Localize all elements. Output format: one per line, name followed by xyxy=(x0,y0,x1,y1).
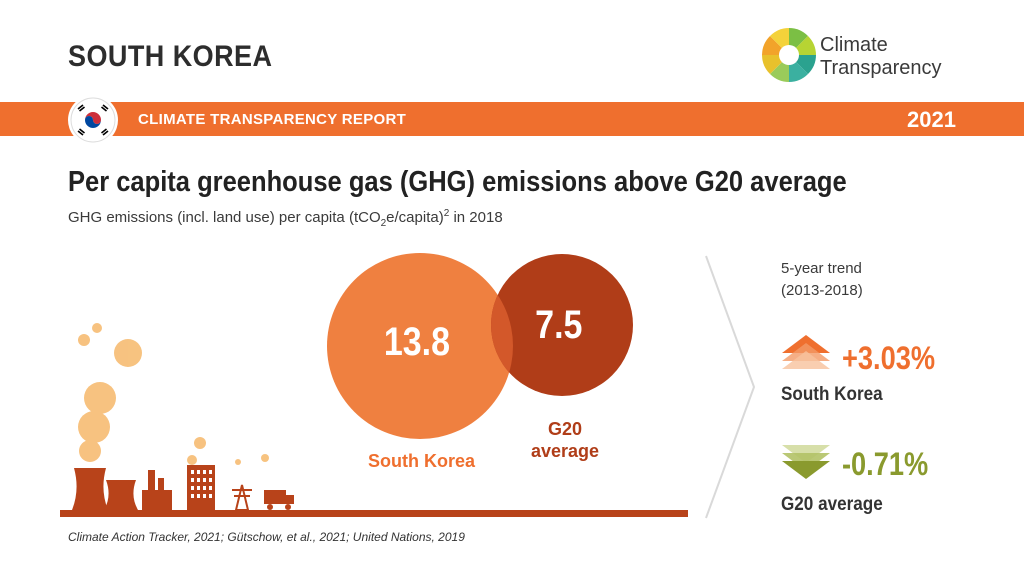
report-title: CLIMATE TRANSPARENCY REPORT xyxy=(138,111,407,128)
g20-trend-value: -0.71% xyxy=(842,446,929,482)
g20-label: G20 average xyxy=(525,418,605,462)
g20-label-line-2: average xyxy=(530,441,600,461)
subtitle-sub: 2 xyxy=(380,218,387,229)
source-note: Climate Action Tracker, 2021; Gütschow, … xyxy=(68,530,465,544)
subtitle-post: in 2018 xyxy=(449,209,503,226)
south-korea-label: South Korea xyxy=(368,451,476,471)
trend-heading: 5-year trend (2013-2018) xyxy=(781,258,863,302)
trend-up-icon xyxy=(782,335,830,369)
south-korea-trend-label: South Korea xyxy=(781,384,883,405)
page-subtitle: GHG emissions (incl. land use) per capit… xyxy=(68,208,503,229)
subtitle-pre: GHG emissions (incl. land use) per capit… xyxy=(68,209,381,226)
g20-trend-label: G20 average xyxy=(781,494,883,515)
south-korea-circle xyxy=(327,253,513,439)
south-korea-flag-icon xyxy=(70,97,116,143)
report-band xyxy=(0,102,1024,136)
south-korea-trend-value: +3.03% xyxy=(842,340,936,376)
logo-wordmark: Climate Transparency xyxy=(820,34,942,80)
trend-down-icon xyxy=(782,445,830,479)
climate-transparency-logo-icon xyxy=(762,28,816,82)
south-korea-value: 13.8 xyxy=(383,320,451,364)
trend-heading-line-2: (2013-2018) xyxy=(781,282,863,299)
country-title: SOUTH KOREA xyxy=(68,40,273,73)
g20-circle xyxy=(491,254,633,396)
g20-value: 7.5 xyxy=(535,303,583,347)
logo-line-1: Climate xyxy=(820,34,888,56)
page-title: Per capita greenhouse gas (GHG) emission… xyxy=(68,166,847,198)
chevron-divider-icon xyxy=(705,255,756,519)
factory-illustration-icon xyxy=(60,323,688,517)
subtitle-mid: e/capita) xyxy=(386,209,444,226)
subtitle-sup: 2 xyxy=(443,208,450,219)
logo-line-2: Transparency xyxy=(820,57,942,79)
trend-heading-line-1: 5-year trend xyxy=(781,260,862,277)
report-year: 2021 xyxy=(907,107,956,132)
g20-label-line-1: G20 xyxy=(547,419,583,439)
